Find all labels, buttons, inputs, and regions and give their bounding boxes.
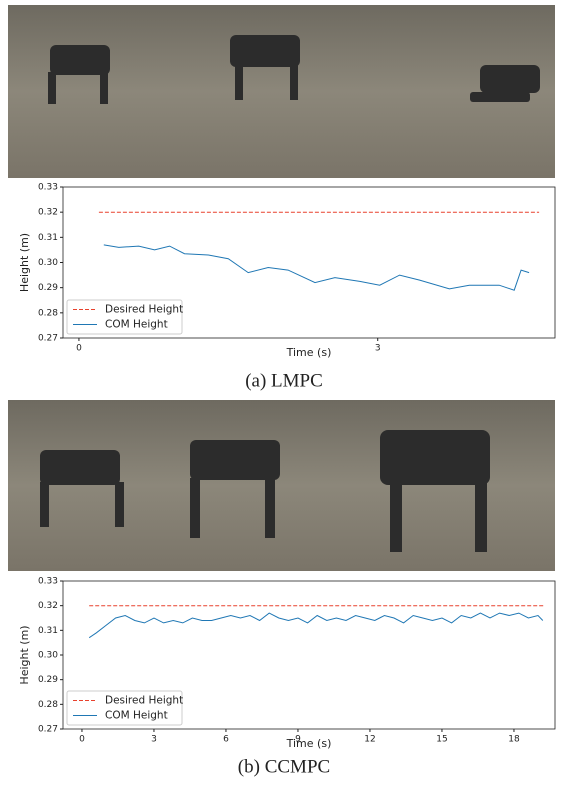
- x-tick-label: 3: [375, 344, 381, 354]
- y-tick-label: 0.32: [38, 208, 58, 218]
- y-tick-label: 0.31: [38, 233, 58, 243]
- x-tick-label: 0: [76, 344, 82, 354]
- x-tick-label: 12: [364, 735, 375, 745]
- y-axis-label: Height (m): [18, 625, 31, 684]
- y-tick-label: 0.29: [38, 675, 58, 685]
- y-tick-label: 0.29: [38, 283, 58, 293]
- legend-label: Desired Height: [105, 695, 183, 707]
- caption: (b) CCMPC: [238, 756, 330, 777]
- x-tick-label: 18: [508, 735, 520, 745]
- y-tick-label: 0.31: [38, 626, 58, 636]
- y-tick-label: 0.33: [38, 183, 58, 193]
- legend-label: COM Height: [105, 319, 168, 331]
- y-axis-label: Height (m): [18, 233, 31, 292]
- y-tick-label: 0.27: [38, 334, 58, 344]
- y-tick-label: 0.32: [38, 601, 58, 611]
- y-tick-label: 0.30: [38, 258, 58, 268]
- y-tick-label: 0.28: [38, 308, 58, 318]
- x-axis-label: Time (s): [286, 737, 332, 750]
- y-tick-label: 0.33: [38, 577, 58, 587]
- y-tick-label: 0.27: [38, 725, 58, 735]
- legend-label: Desired Height: [105, 304, 183, 316]
- x-tick-label: 0: [79, 735, 85, 745]
- series-line: [104, 245, 529, 290]
- x-tick-label: 3: [151, 735, 157, 745]
- x-tick-label: 15: [436, 735, 447, 745]
- figure: 0.27 0.28 0.29 0.30 0.31 0.32 0.33 0 3 Time (s) He…: [0, 0, 568, 791]
- x-tick-label: 6: [223, 735, 229, 745]
- x-axis-label: Time (s): [286, 346, 332, 359]
- caption: (a) LMPC: [245, 370, 323, 391]
- photo-ccmpc: [8, 400, 555, 571]
- photo-lmpc: [8, 5, 555, 178]
- series-line: [89, 613, 543, 638]
- y-tick-label: 0.28: [38, 700, 58, 710]
- legend-label: COM Height: [105, 710, 168, 722]
- y-tick-label: 0.30: [38, 651, 58, 661]
